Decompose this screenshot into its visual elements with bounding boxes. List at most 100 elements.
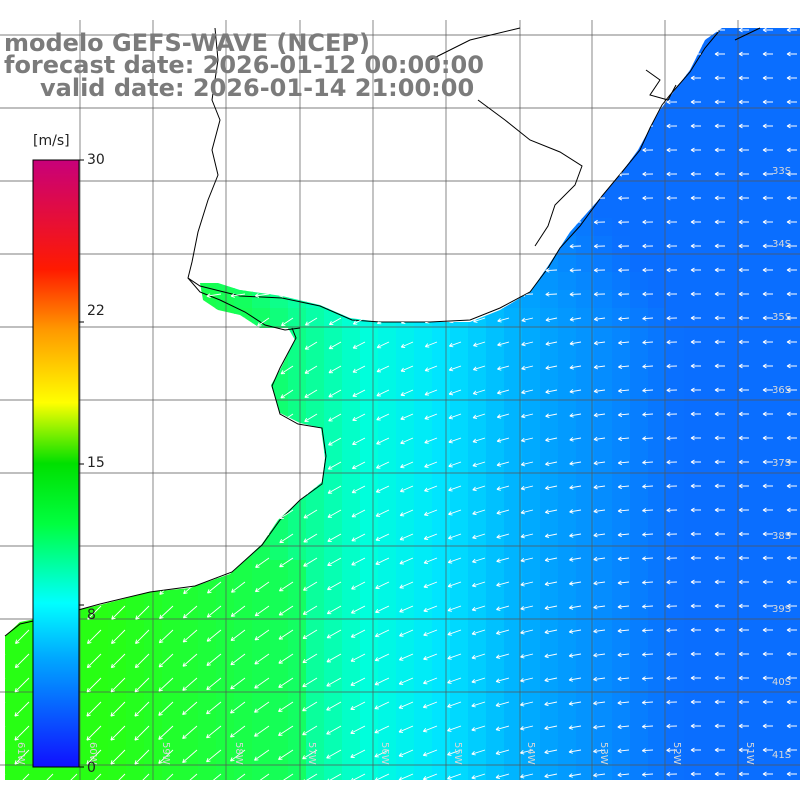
wind-arrow (206, 725, 222, 739)
wind-arrow (593, 580, 606, 586)
wind-cell (432, 542, 451, 561)
wind-cell (144, 542, 163, 561)
wind-cell (126, 164, 145, 183)
wind-cell (486, 614, 505, 633)
wind-cell (270, 776, 289, 780)
wind-arrow (520, 677, 534, 683)
wind-cell (684, 722, 703, 741)
wind-cell (216, 776, 235, 780)
wind-cell (144, 416, 163, 435)
wind-arrow (400, 148, 414, 154)
wind-arrow (375, 268, 390, 274)
wind-cell (576, 434, 595, 453)
wind-arrow (400, 365, 414, 373)
wind-cell (216, 452, 235, 471)
wind-arrow (666, 75, 678, 81)
wind-cell (162, 596, 181, 615)
wind-arrow (520, 509, 534, 515)
wind-cell (126, 254, 145, 273)
wind-arrow (593, 340, 606, 346)
wind-arrow (327, 292, 342, 298)
wind-arrow (111, 581, 126, 596)
wind-cell (162, 668, 181, 687)
wind-arrow (232, 437, 246, 448)
wind-arrow (424, 148, 438, 154)
wind-cell (774, 740, 793, 759)
wind-cell (270, 254, 289, 273)
wind-cell (612, 740, 631, 759)
wind-cell (792, 308, 800, 327)
wind-cell (270, 704, 289, 723)
wind-arrow (303, 292, 318, 298)
wind-cell (774, 28, 793, 39)
wind-cell (792, 758, 800, 777)
wind-arrow (327, 461, 342, 470)
wind-cell (5, 614, 19, 633)
wind-cell (576, 344, 595, 363)
wind-arrow (617, 652, 630, 658)
wind-arrow (690, 771, 701, 777)
wind-cell (306, 434, 325, 453)
wind-cell (198, 524, 217, 543)
wind-cell (666, 740, 685, 759)
wind-arrow (15, 533, 30, 548)
wind-cell (504, 398, 523, 417)
wind-cell (162, 218, 181, 237)
wind-cell (90, 344, 109, 363)
wind-arrow (642, 364, 654, 369)
wind-cell (450, 398, 469, 417)
wind-cell (126, 110, 145, 129)
wind-cell (576, 416, 595, 435)
wind-arrow (786, 483, 797, 489)
wind-arrow (135, 557, 150, 572)
wind-arrow (302, 653, 318, 664)
wind-cell (144, 200, 163, 219)
wind-cell (756, 560, 775, 579)
forecast-date: forecast date: 2026-01-12 00:00:00 (4, 51, 484, 79)
wind-arrow (326, 773, 342, 780)
wind-arrow (398, 725, 414, 733)
wind-cell (234, 704, 253, 723)
wind-cell (792, 200, 800, 219)
wind-cell (378, 344, 397, 363)
wind-cell (414, 236, 433, 255)
wind-arrow (495, 701, 510, 707)
wind-arrow (5, 221, 6, 227)
wind-arrow (786, 123, 797, 129)
wind-arrow (109, 293, 126, 299)
wind-cell (378, 398, 397, 417)
wind-cell (576, 776, 595, 780)
wind-cell (216, 146, 235, 165)
wind-cell (576, 326, 595, 345)
wind-arrow (786, 723, 797, 729)
wind-arrow (279, 221, 294, 226)
wind-cell (468, 578, 487, 597)
wind-arrow (738, 28, 749, 33)
wind-cell (90, 254, 109, 273)
wind-arrow (278, 773, 294, 780)
wind-cell (306, 128, 325, 147)
wind-arrow (642, 628, 654, 633)
wind-arrow (471, 773, 486, 780)
wind-cell (576, 542, 595, 561)
wind-arrow (256, 413, 270, 424)
wind-cell (738, 596, 757, 615)
wind-arrow (111, 533, 126, 548)
wind-arrow (37, 101, 54, 107)
wind-cell (684, 596, 703, 615)
wind-arrow (738, 651, 749, 657)
wind-cell (468, 758, 487, 777)
wind-cell (540, 146, 559, 165)
wind-arrow (617, 700, 630, 706)
wind-cell (486, 236, 505, 255)
wind-cell (306, 344, 325, 363)
wind-arrow (304, 317, 318, 326)
wind-cell (684, 92, 703, 111)
wind-arrow (521, 100, 534, 105)
wind-cell (720, 28, 739, 39)
wind-arrow (326, 701, 342, 711)
wind-cell (5, 110, 19, 129)
wind-arrow (303, 461, 318, 471)
wind-cell (450, 488, 469, 507)
